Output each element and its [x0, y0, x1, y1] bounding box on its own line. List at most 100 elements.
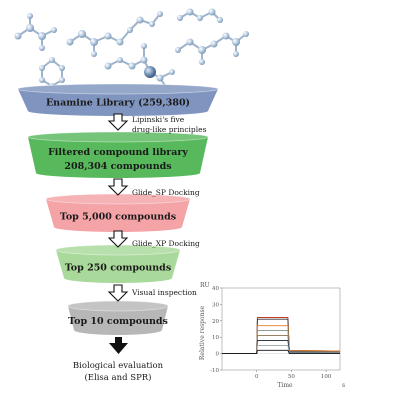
- atom-icon: [90, 38, 98, 46]
- chart-y-axis-label: Relative response: [199, 305, 206, 360]
- atom-icon: [51, 27, 57, 33]
- chart-y-tick-label: 20: [212, 319, 219, 325]
- atom-icon: [186, 8, 194, 16]
- atom-icon: [169, 69, 175, 75]
- atom-icon: [59, 65, 65, 71]
- funnel-stage-label: Enamine Library (259,380): [46, 98, 190, 109]
- chart-x-tick-label: 50: [288, 374, 295, 380]
- funnel-stage: Enamine Library (259,380): [17, 83, 219, 116]
- atom-icon: [27, 13, 33, 19]
- molecule-illustration: [14, 8, 249, 93]
- funnel-stage-shape: [56, 250, 180, 283]
- atom-icon: [222, 32, 230, 40]
- final-step: Biological evaluation (Elisa and SPR): [73, 337, 164, 383]
- funnel-stage-label: Top 10 compounds: [68, 316, 168, 327]
- final-arrow-icon: [109, 337, 128, 354]
- atom-icon: [104, 32, 112, 40]
- atom-icon: [217, 17, 223, 23]
- atom-icon: [59, 77, 65, 83]
- funnel-stage-label: 208,304 compounds: [64, 161, 171, 172]
- chart-y-tick-label: 30: [212, 302, 219, 308]
- funnel-stage-shape: [68, 306, 168, 335]
- chart-plot-area: [221, 287, 341, 371]
- spr-sensorgram: RU Relative response Time s -10 0 10 20 30 40…: [199, 282, 345, 389]
- atom-icon: [127, 27, 133, 33]
- screening-step-label: Lipinski's five: [132, 115, 185, 124]
- atom-icon: [175, 47, 181, 53]
- chart-y-tick-label: 40: [212, 286, 219, 292]
- chart-x-tick-label: 100: [321, 374, 332, 380]
- funnel-stage: Top 250 compounds: [55, 244, 181, 283]
- funnel-stage-label: Filtered compound library: [48, 147, 188, 158]
- funnel-stage-top: [17, 83, 219, 95]
- funnel-stage-top: [27, 131, 209, 143]
- funnel-stage-shape: [46, 199, 190, 232]
- down-arrow-icon: [107, 284, 129, 302]
- atom-icon: [136, 16, 144, 24]
- atom-icon: [78, 30, 86, 38]
- atom-icon: [198, 46, 206, 54]
- screening-step: Visual inspection: [107, 284, 197, 302]
- atom-icon: [157, 11, 163, 17]
- atom-icon: [14, 32, 22, 40]
- chart-x-axis-label: Time: [277, 382, 293, 389]
- chart-y-tick-label: 0: [216, 352, 220, 358]
- screening-step-label: Glide_SP Docking: [132, 188, 200, 197]
- funnel-stage: Top 10 compounds: [67, 300, 169, 335]
- final-label-line-2: (Elisa and SPR): [84, 372, 151, 383]
- chart-x-tick-label: 0: [255, 374, 259, 380]
- atom-icon: [117, 57, 123, 63]
- funnel-stage-label: Top 250 compounds: [65, 262, 171, 273]
- chart-x-unit-label: s: [342, 382, 345, 389]
- chart-y-tick-label: -10: [210, 368, 219, 374]
- atom-icon: [66, 38, 74, 46]
- atom-icon: [104, 62, 112, 70]
- chart-series-line: [222, 349, 340, 355]
- chart-y-tick-label: 10: [212, 335, 219, 341]
- atom-icon: [197, 15, 203, 21]
- funnel-stage-shape: [28, 137, 208, 178]
- atom-icon: [199, 59, 205, 65]
- atom-icon: [210, 40, 218, 48]
- atom-icon: [186, 38, 194, 46]
- funnel-stage-shape: [18, 89, 218, 116]
- final-label-line-1: Biological evaluation: [73, 361, 164, 371]
- atom-icon: [39, 77, 45, 83]
- atom-icon: [26, 24, 34, 32]
- screening-step-label: Visual inspection: [131, 288, 197, 297]
- funnel-stage-label: Top 5,000 compounds: [60, 211, 176, 222]
- screening-step: Glide_XP Docking: [107, 230, 200, 248]
- atom-icon: [233, 51, 239, 57]
- screening-step-label: Glide_XP Docking: [132, 239, 200, 248]
- atom-icon: [116, 38, 124, 46]
- funnel-stage-highlight: [18, 84, 218, 94]
- atom-icon: [177, 15, 183, 21]
- funnel-stage-highlight: [46, 194, 190, 204]
- down-arrow-icon: [107, 178, 129, 196]
- atom-icon: [141, 43, 147, 49]
- chart-unit-label: RU: [200, 282, 210, 289]
- down-arrow-icon: [107, 230, 129, 248]
- atom-icon: [140, 56, 148, 64]
- atom-icon: [156, 74, 164, 82]
- funnel-stage-highlight: [68, 301, 168, 311]
- atom-icon: [128, 62, 136, 70]
- atom-icon: [208, 8, 216, 16]
- funnel-stage-highlight: [56, 245, 180, 255]
- funnel-stage: Filtered compound library 208,304 compoun…: [27, 131, 209, 178]
- atom-icon: [38, 32, 46, 40]
- atom-icon: [39, 65, 45, 71]
- atom-icon: [39, 45, 45, 51]
- funnel-stage-highlight: [28, 132, 208, 142]
- atom-icon: [144, 66, 156, 78]
- atom-icon: [232, 38, 240, 46]
- atom-icon: [243, 31, 249, 37]
- atom-icon: [149, 21, 155, 27]
- atom-icon: [91, 51, 97, 57]
- atom-icon: [49, 57, 55, 63]
- screening-step-label: drug-like principles: [132, 125, 207, 134]
- funnel-stage: Top 5,000 compounds: [45, 193, 191, 232]
